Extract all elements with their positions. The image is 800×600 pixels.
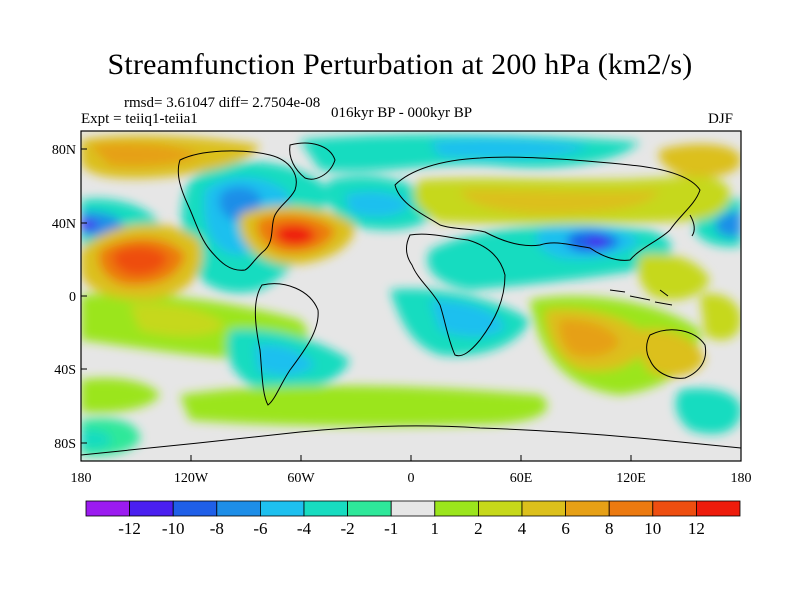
x-axis: 180 120W 60W 0 60E 120E 180 — [71, 455, 752, 486]
colorbar-label: -2 — [341, 519, 355, 538]
colorbar-swatch — [696, 500, 741, 517]
positive-region — [113, 246, 168, 276]
negative-region — [430, 138, 590, 159]
coastline-greenland — [289, 142, 336, 180]
positive-region — [637, 253, 710, 300]
experiment-label: Expt = teiiq1-teiia1 — [81, 111, 198, 127]
positive-region — [700, 293, 741, 340]
coastline-japan — [689, 214, 695, 237]
colorbar-swatch — [129, 500, 174, 517]
y-tick-label: 80S — [54, 437, 76, 452]
colorbar-swatch — [390, 500, 436, 517]
colorbar-swatch — [434, 500, 479, 517]
colorbar-swatch — [521, 500, 566, 517]
positive-region — [460, 189, 660, 214]
contour-field — [81, 131, 741, 461]
y-tick-label: 40N — [52, 217, 76, 232]
coastline-south-america — [254, 283, 319, 406]
colorbar-swatch — [565, 500, 610, 517]
colorbar-label: 12 — [688, 519, 705, 538]
negative-region — [345, 191, 410, 217]
stats-text: rmsd= 3.61047 diff= 2.7504e-08 — [124, 95, 321, 111]
positive-region — [275, 224, 316, 246]
colorbar-label: 2 — [474, 519, 483, 538]
coastline-africa — [406, 233, 506, 357]
positive-region — [559, 319, 620, 357]
negative-region — [430, 300, 505, 337]
colorbar-label: -6 — [253, 519, 267, 538]
coastline-antarctica — [81, 425, 741, 456]
colorbar-swatch — [608, 500, 654, 517]
colorbar-label: -12 — [118, 519, 141, 538]
coastline-indonesia — [609, 289, 673, 306]
negative-region — [81, 219, 98, 231]
y-tick-label: 0 — [69, 290, 76, 305]
y-axis: 80N 40N 0 40S 80S — [52, 143, 87, 452]
colorbar-swatch — [347, 500, 392, 517]
x-tick-label: 0 — [408, 471, 415, 486]
colorbar-swatch — [172, 500, 218, 517]
coastline-europe-asia — [394, 156, 701, 261]
positive-region — [180, 385, 548, 427]
negative-region — [255, 344, 315, 376]
coastline-north-america — [177, 150, 297, 271]
positive-region — [638, 329, 705, 377]
coastline-australia — [646, 329, 707, 379]
colorbar-label: 8 — [605, 519, 614, 538]
colorbar-label: 1 — [431, 519, 440, 538]
colorbar-label: -1 — [384, 519, 398, 538]
colorbar-label: 10 — [644, 519, 661, 538]
y-tick-label: 40S — [54, 363, 76, 378]
colorbar-swatch — [303, 500, 348, 517]
colorbar-label: -8 — [210, 519, 224, 538]
colorbar-label: 4 — [518, 519, 527, 538]
negative-region — [675, 388, 741, 434]
colorbar-swatch — [477, 500, 523, 517]
x-tick-label: 120W — [174, 471, 209, 486]
positive-region — [81, 378, 160, 413]
season-label: DJF — [708, 111, 734, 127]
x-tick-label: 60W — [287, 471, 315, 486]
x-tick-label: 60E — [510, 471, 533, 486]
negative-region — [81, 429, 112, 450]
positive-region — [658, 144, 741, 177]
positive-region — [130, 303, 225, 337]
colorbar: -12 -10 -8 -6 -4 -2 -1 1 2 4 6 8 10 12 — [85, 500, 741, 538]
x-tick-label: 180 — [71, 471, 92, 486]
period-label: 016kyr BP - 000kyr BP — [331, 105, 473, 121]
colorbar-label: -4 — [297, 519, 312, 538]
negative-region — [588, 236, 608, 247]
colorbar-label: 6 — [561, 519, 570, 538]
colorbar-swatch — [85, 500, 130, 517]
colorbar-swatch — [259, 500, 305, 517]
y-tick-label: 80N — [52, 143, 76, 158]
coastlines — [81, 142, 741, 456]
x-tick-label: 120E — [616, 471, 646, 486]
negative-region — [81, 211, 124, 236]
x-tick-label: 180 — [731, 471, 752, 486]
positive-region — [90, 143, 200, 167]
colorbar-swatch — [652, 500, 697, 517]
colorbar-swatch — [216, 500, 261, 517]
negative-region — [715, 210, 741, 238]
chart-title: Streamfunction Perturbation at 200 hPa (… — [107, 48, 693, 81]
colorbar-label: -10 — [162, 519, 185, 538]
